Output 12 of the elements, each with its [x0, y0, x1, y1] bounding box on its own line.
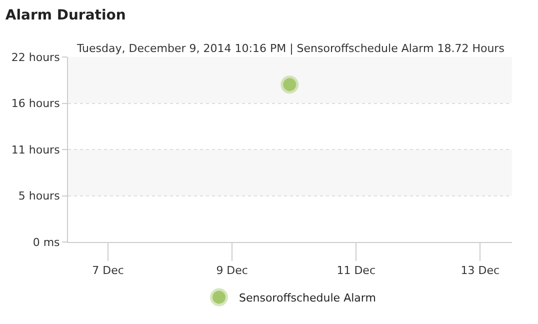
- y-tick-label: 11 hours: [11, 143, 60, 156]
- y-tick-label: 22 hours: [11, 50, 60, 64]
- y-tick-label: 5 hours: [18, 190, 60, 203]
- x-tick-label: 7 Dec: [92, 264, 124, 278]
- chart-title: Alarm Duration: [5, 8, 126, 24]
- y-tick-label: 16 hours: [11, 97, 60, 110]
- chart-subtitle: Tuesday, December 9, 2014 10:16 PM | Sensoroffschedule Alarm 18.72 Hours: [76, 42, 505, 55]
- y-tick-label: 0 ms: [32, 236, 60, 249]
- x-tick-label: 13 Dec: [460, 264, 500, 278]
- legend-label: Sensoroffschedule Alarm: [239, 291, 376, 304]
- x-tick-label: 9 Dec: [216, 264, 248, 278]
- x-tick-label: 11 Dec: [336, 264, 376, 278]
